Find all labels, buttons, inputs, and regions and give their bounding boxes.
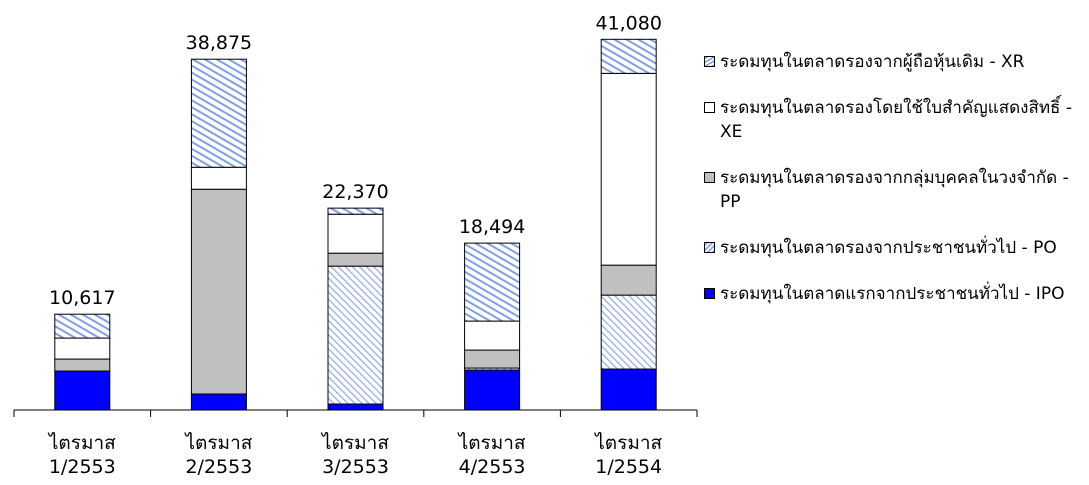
bar-segment [600, 38, 657, 74]
x-tick-label: ไตรมาส 4/2553 [457, 432, 526, 478]
legend: ระดมทุนในตลาดรองจากผู้ถือหุ้นเดิม - XR ระ… [704, 50, 1084, 328]
legend-item: ระดมทุนในตลาดแรกจากประชาชนทั่วไป - IPO [704, 282, 1084, 306]
total-label: 18,494 [459, 216, 525, 238]
legend-label: ระดมทุนในตลาดรองโดยใช้ใบสำคัญแสดงสิทธิ์ … [720, 98, 1072, 142]
legend-label: ระดมทุนในตลาดแรกจากประชาชนทั่วไป - IPO [720, 284, 1065, 304]
chart: 10,617 ไตรมาส 1/2553 38,875 ไตรมาส 2/2553 22,3… [13, 12, 698, 478]
bar-segment [54, 370, 111, 411]
bar-segment [327, 252, 384, 267]
bar-segment [464, 320, 521, 351]
legend-label: ระดมทุนในตลาดรองจากผู้ถือหุ้นเดิม - XR [720, 52, 1025, 72]
bar-segment [464, 349, 521, 369]
bar-segment [190, 393, 247, 411]
x-tick-label: ไตรมาส 1/2554 [593, 432, 662, 478]
bar-segment [54, 313, 111, 339]
bar-segment [600, 294, 657, 370]
bar-segment [327, 403, 384, 411]
x-tick-label: ไตรมาส 3/2553 [320, 432, 389, 478]
legend-item: ระดมทุนในตลาดรองจากผู้ถือหุ้นเดิม - XR [704, 50, 1084, 74]
total-label: 41,080 [595, 12, 661, 34]
bar-segment [190, 188, 247, 395]
bar-segment [327, 213, 384, 254]
legend-swatch [704, 288, 715, 299]
legend-swatch [704, 172, 715, 183]
bar-segment [54, 337, 111, 360]
legend-item: ระดมทุนในตลาดรองจากประชาชนทั่วไป - PO [704, 236, 1084, 260]
legend-label: ระดมทุนในตลาดรองจากประชาชนทั่วไป - PO [720, 238, 1057, 258]
legend-swatch [704, 56, 715, 67]
legend-swatch [704, 242, 715, 253]
bar-segment [464, 242, 521, 322]
legend-label: ระดมทุนในตลาดรองจากกลุ่มบุคคลในวงจำกัด -… [720, 168, 1069, 212]
x-tick-label: ไตรมาส 2/2553 [183, 432, 252, 478]
bar-segment [327, 207, 384, 215]
bar-segment [327, 265, 384, 405]
total-label: 10,617 [49, 287, 115, 309]
legend-item: ระดมทุนในตลาดรองโดยใช้ใบสำคัญแสดงสิทธิ์ … [704, 96, 1084, 144]
bar-segment [190, 58, 247, 168]
bar-segment [600, 368, 657, 411]
legend-item: ระดมทุนในตลาดรองจากกลุ่มบุคคลในวงจำกัด -… [704, 166, 1084, 214]
total-label: 22,370 [322, 181, 388, 203]
bar-segment [600, 72, 657, 266]
legend-swatch [704, 102, 715, 113]
bar-segment [600, 264, 657, 296]
bar-segment [190, 166, 247, 190]
bar-segment [54, 358, 111, 372]
bar-segment [464, 369, 521, 411]
total-label: 38,875 [186, 32, 252, 54]
x-tick-label: ไตรมาส 1/2553 [47, 432, 116, 478]
